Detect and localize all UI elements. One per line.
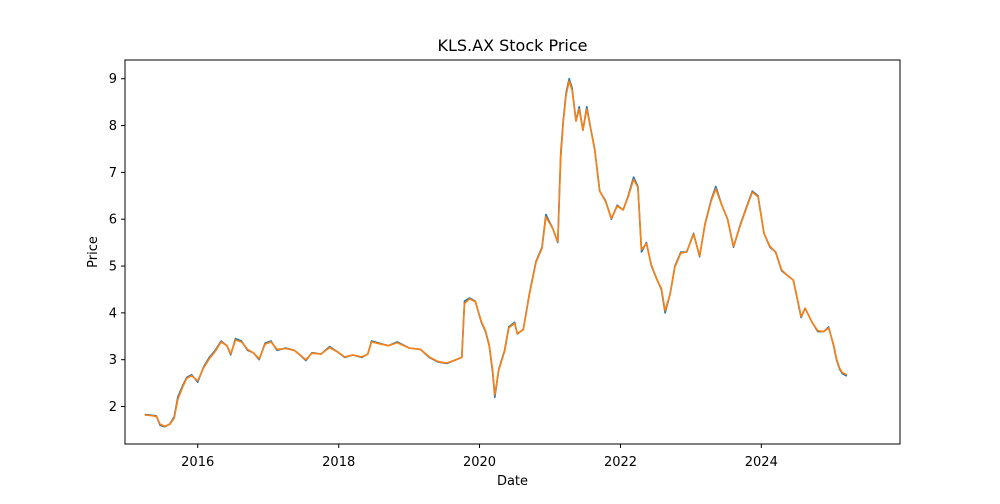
x-axis-label: Date [497,474,528,489]
x-tick-label: 2024 [745,455,778,470]
y-tick-label: 8 [109,119,117,134]
series-line-2 [144,80,848,427]
plot-area-frame [124,59,901,445]
series-layer [144,77,848,428]
y-axis: 2 3 4 5 6 7 8 9 [109,72,125,415]
x-tick-label: 2018 [322,455,355,470]
y-tick-label: 9 [109,72,117,87]
y-tick-label: 2 [109,400,117,415]
chart-title: KLS.AX Stock Price [437,36,587,55]
y-tick-label: 6 [109,213,117,228]
y-tick-label: 5 [109,260,117,275]
x-tick-label: 2016 [181,455,214,470]
y-tick-label: 3 [109,353,117,368]
x-tick-label: 2020 [463,455,496,470]
y-axis-label: Price [86,236,101,268]
y-tick-label: 7 [109,166,117,181]
x-tick-label: 2022 [604,455,637,470]
y-tick-label: 4 [109,306,117,321]
x-axis: 2016 2018 2020 2022 2024 [181,444,778,470]
